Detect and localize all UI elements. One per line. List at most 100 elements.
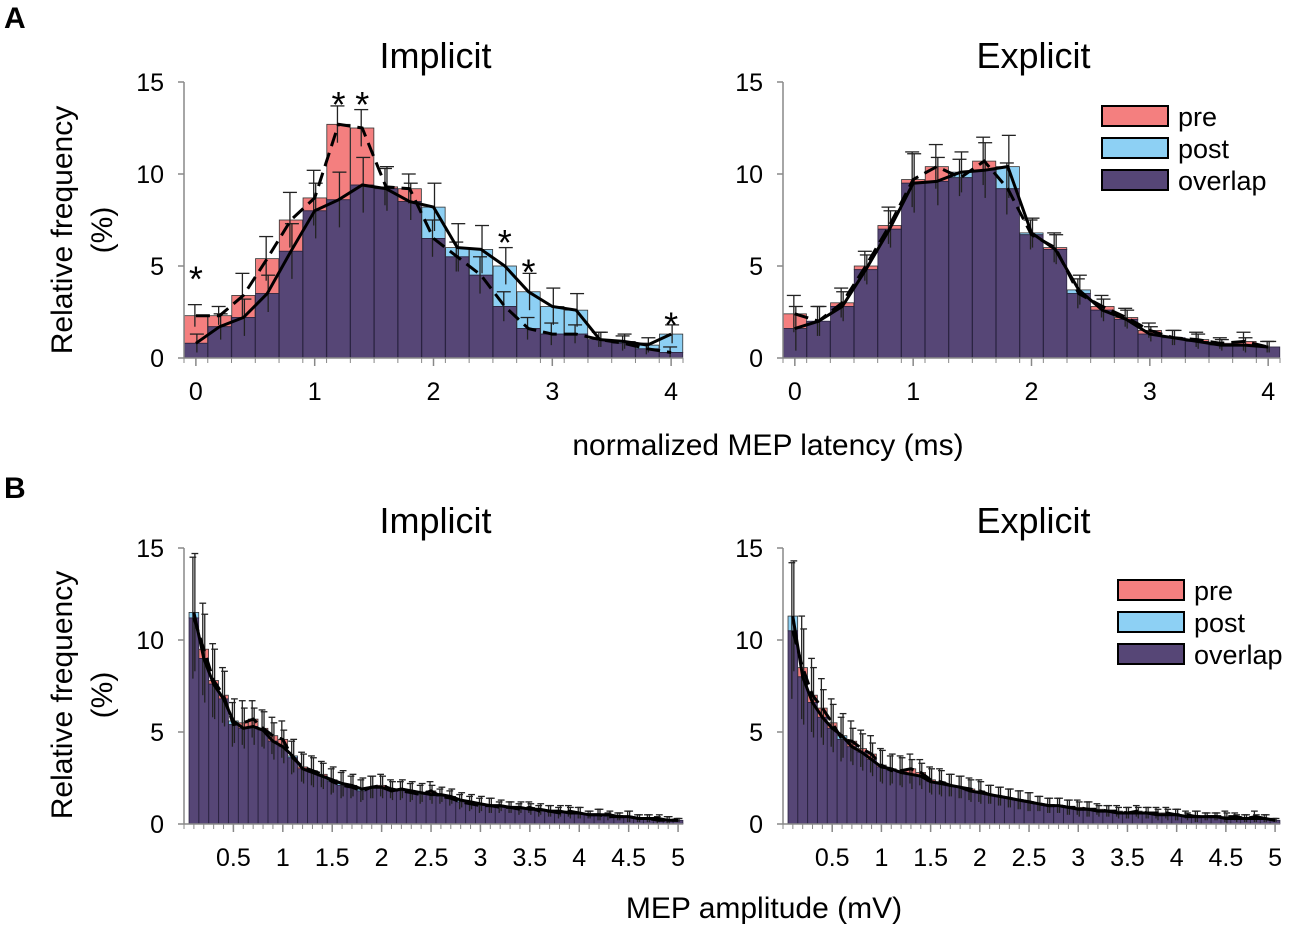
y-tick-label: 10 — [735, 161, 763, 189]
panel-a-label: A — [4, 2, 26, 35]
significance-marker: * — [522, 251, 536, 292]
legend-swatch-overlap — [1117, 643, 1185, 665]
bar-difference — [350, 127, 375, 186]
bar-overlap — [485, 805, 496, 825]
legend-swatch-post — [1117, 611, 1185, 633]
legend-label-pre: pre — [1178, 102, 1217, 132]
y-axis-label-a-line1: Relative frequency — [46, 106, 79, 354]
bar-overlap — [540, 333, 565, 359]
x-tick-label: 0 — [189, 378, 203, 406]
x-tick-label: 3.5 — [512, 844, 547, 872]
x-axis-label-b: MEP amplitude (mV) — [626, 892, 902, 925]
y-tick-label: 5 — [150, 719, 164, 747]
bar-overlap — [866, 759, 877, 825]
bar-overlap — [494, 807, 506, 825]
bar-overlap — [373, 188, 399, 359]
legend-label-overlap: overlap — [1178, 166, 1267, 196]
y-tick-label: 15 — [735, 69, 763, 97]
bar-overlap — [1019, 234, 1044, 359]
bar-overlap — [208, 683, 219, 825]
bar-overlap — [396, 790, 407, 825]
bar-overlap — [307, 772, 318, 825]
bar-overlap — [972, 169, 997, 359]
bar-overlap — [350, 184, 375, 359]
bar-overlap — [1208, 344, 1233, 359]
y-tick-label: 5 — [150, 253, 164, 281]
bar-overlap — [1122, 812, 1133, 825]
x-tick-label: 1 — [906, 378, 920, 406]
bar-overlap — [886, 770, 897, 825]
bar-difference — [492, 265, 517, 307]
x-tick-label: 2 — [427, 378, 441, 406]
y-tick-label: 10 — [735, 627, 763, 655]
chart-title: Explicit — [976, 35, 1090, 76]
bar-overlap — [425, 794, 437, 825]
x-tick-label: 1 — [308, 378, 322, 406]
bar-overlap — [421, 237, 446, 359]
bar-overlap — [336, 784, 348, 825]
series-line-post — [195, 183, 672, 347]
bar-overlap — [356, 790, 368, 825]
bar-overlap — [504, 807, 516, 825]
series-line-pre — [195, 122, 672, 354]
bar-overlap — [386, 790, 397, 825]
bar-overlap — [1073, 808, 1084, 825]
series-line-post — [794, 164, 1269, 349]
x-tick-label: 1 — [276, 844, 290, 872]
bar-overlap — [659, 352, 684, 359]
y-tick-label: 5 — [749, 253, 763, 281]
chart-B-explicit: 0 5 10 15 0.5 1 1.5 2 2.5 3 3.5 4 4.5 5 Explicit prepos… — [735, 500, 1282, 872]
y-tick-label: 15 — [136, 535, 164, 563]
x-tick-label: 0.5 — [815, 844, 850, 872]
legend-swatch-overlap — [1101, 169, 1169, 191]
chart-title: Implicit — [379, 35, 491, 76]
x-tick-label: 2 — [973, 844, 987, 872]
bar-overlap — [901, 182, 926, 359]
bar-difference — [326, 123, 351, 201]
bar-overlap — [995, 188, 1020, 359]
bar-overlap — [554, 812, 565, 825]
bar-overlap — [326, 781, 338, 825]
bar-overlap — [1043, 805, 1054, 825]
y-tick-label: 15 — [735, 535, 763, 563]
bar-overlap — [397, 201, 422, 359]
bar-overlap — [302, 210, 327, 359]
panel-b-label: B — [4, 472, 26, 505]
bar-overlap — [297, 768, 308, 825]
x-tick-label: 4 — [1170, 844, 1184, 872]
y-tick-label: 0 — [150, 811, 164, 839]
bar-overlap — [817, 716, 828, 825]
significance-marker: * — [664, 305, 678, 346]
bar-overlap — [1066, 293, 1091, 359]
x-tick-label: 1.5 — [315, 844, 350, 872]
bar-overlap — [228, 724, 239, 825]
x-tick-label: 1 — [874, 844, 888, 872]
bar-overlap — [564, 333, 589, 359]
bar-overlap — [876, 766, 887, 825]
bar-overlap — [475, 805, 486, 825]
significance-marker: * — [189, 259, 203, 300]
bar-overlap — [1023, 801, 1035, 825]
legend-swatch-pre — [1101, 105, 1169, 127]
x-tick-label: 3 — [1143, 378, 1157, 406]
bar-overlap — [514, 808, 526, 825]
legend-label-overlap: overlap — [1194, 640, 1283, 670]
bar-overlap — [326, 199, 351, 359]
bar-overlap — [1090, 309, 1115, 359]
x-tick-label: 4 — [1261, 378, 1275, 406]
legend-label-post: post — [1194, 608, 1246, 638]
x-tick-label: 5 — [1268, 844, 1282, 872]
bar-overlap — [856, 751, 867, 825]
bar-overlap — [524, 808, 536, 825]
bar-overlap — [836, 738, 848, 825]
bar-overlap — [974, 792, 986, 825]
bar-overlap — [807, 702, 818, 825]
bar-overlap — [905, 773, 917, 825]
bar-overlap — [455, 801, 466, 825]
bar-overlap — [846, 746, 858, 825]
legend-label-post: post — [1178, 134, 1230, 164]
